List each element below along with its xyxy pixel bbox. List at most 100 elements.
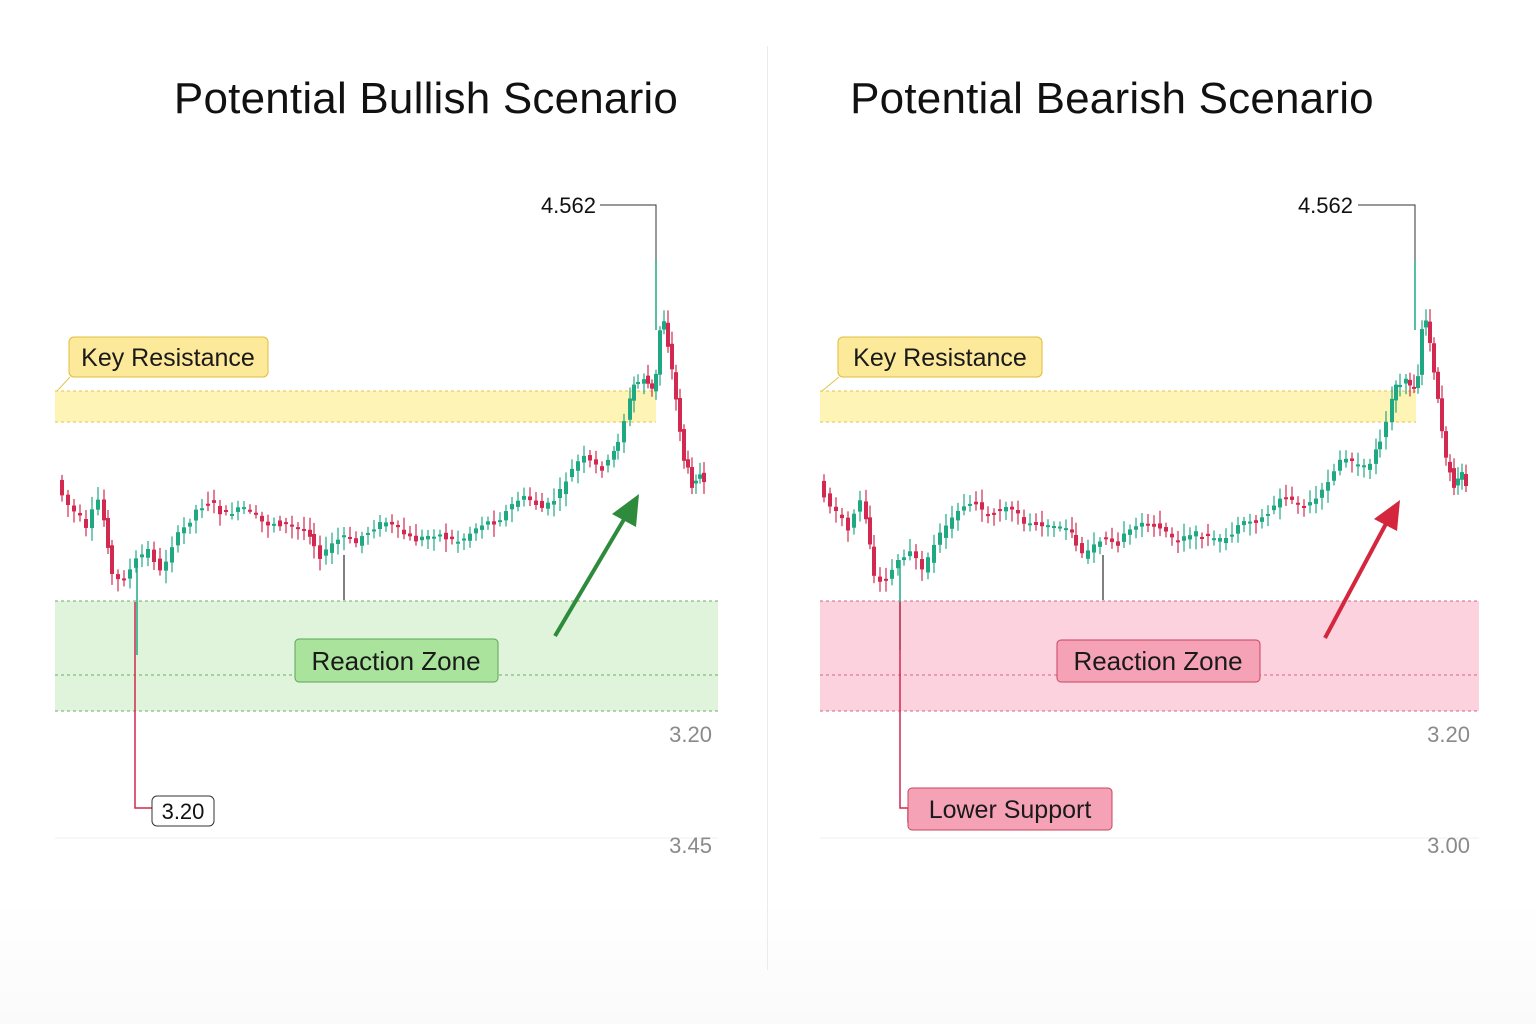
candle-body bbox=[846, 517, 850, 531]
resistance-fill bbox=[55, 391, 656, 422]
y-tick-label: 3.00 bbox=[1427, 833, 1470, 858]
candle-body bbox=[200, 508, 204, 511]
candle-body bbox=[116, 574, 120, 580]
y-tick-label: 3.20 bbox=[1427, 722, 1470, 747]
candle-body bbox=[1242, 521, 1246, 526]
candle-body bbox=[1016, 509, 1020, 514]
candle-body bbox=[408, 533, 412, 537]
candle-body bbox=[134, 558, 138, 568]
resistance-band bbox=[55, 390, 656, 423]
candle-body bbox=[1378, 441, 1382, 450]
candle-body bbox=[1412, 386, 1416, 389]
candle-body bbox=[1140, 522, 1144, 527]
candle-body bbox=[218, 505, 222, 515]
candle-body bbox=[224, 510, 228, 513]
candle-body bbox=[1326, 482, 1330, 491]
candle-body bbox=[1230, 534, 1234, 537]
candle-body bbox=[1074, 534, 1078, 546]
candle-body bbox=[612, 450, 616, 460]
candle-body bbox=[1134, 526, 1138, 530]
candle-body bbox=[534, 500, 538, 505]
candle-body bbox=[486, 521, 490, 525]
candle-body bbox=[1394, 384, 1398, 401]
candle-body bbox=[570, 468, 574, 478]
candle-body bbox=[278, 520, 282, 527]
candle-body bbox=[242, 507, 246, 510]
candle-body bbox=[594, 459, 598, 465]
resistance-tag: Key Resistance bbox=[821, 336, 1043, 392]
candle-body bbox=[414, 535, 418, 542]
resistance-tag-pointer bbox=[821, 376, 840, 392]
candle-body bbox=[1362, 465, 1366, 468]
candle-body bbox=[1236, 525, 1240, 534]
candle-body bbox=[284, 522, 288, 525]
candle-body bbox=[1384, 421, 1388, 438]
bullish-panel: Potential Bullish Scenario 4.562 Key Res… bbox=[55, 74, 718, 858]
candle-body bbox=[402, 529, 406, 535]
candle-body bbox=[1224, 538, 1228, 544]
resistance-tag-box bbox=[68, 336, 269, 378]
candle-body bbox=[468, 533, 472, 541]
candle-body bbox=[1098, 541, 1102, 547]
candle-body bbox=[522, 495, 526, 500]
low-tag-label: 3.20 bbox=[162, 799, 205, 824]
candle-body bbox=[106, 518, 110, 548]
candle-body bbox=[1028, 523, 1032, 526]
candle-body bbox=[102, 499, 106, 521]
low-tag-box bbox=[907, 787, 1113, 831]
candle-body bbox=[678, 398, 682, 432]
bearish-title: Potential Bearish Scenario bbox=[850, 74, 1374, 123]
candle-body bbox=[1278, 498, 1282, 508]
candle-body bbox=[1080, 543, 1084, 554]
reaction-zone-tag-label: Reaction Zone bbox=[1073, 646, 1242, 676]
candle-body bbox=[636, 381, 640, 384]
candle-body bbox=[840, 514, 844, 519]
candle-body bbox=[1408, 379, 1412, 386]
candle-body bbox=[968, 503, 972, 506]
reaction-zone-tag-label: Reaction Zone bbox=[311, 646, 480, 676]
candle-body bbox=[1444, 431, 1448, 458]
y-tick-label: 3.20 bbox=[669, 722, 712, 747]
candle-body bbox=[828, 493, 832, 507]
reaction-zone-tag-box bbox=[1056, 639, 1261, 683]
candle-body bbox=[456, 541, 460, 544]
scenario-arrow bbox=[1323, 500, 1400, 639]
candle-body bbox=[950, 517, 954, 529]
candle-body bbox=[654, 373, 658, 392]
candle-body bbox=[128, 569, 132, 579]
candle-body bbox=[78, 512, 82, 516]
candle-body bbox=[1456, 478, 1460, 486]
candle-body bbox=[438, 534, 442, 537]
candle-body bbox=[498, 520, 502, 523]
low-callout: Lower Support bbox=[899, 602, 1113, 831]
candle-body bbox=[902, 557, 906, 561]
candle-body bbox=[1104, 537, 1108, 540]
candle-body bbox=[1436, 371, 1440, 399]
candle-body bbox=[474, 528, 478, 534]
candle-body bbox=[878, 576, 882, 582]
candle-body bbox=[1040, 522, 1044, 527]
peak-leader bbox=[600, 204, 657, 260]
peak-label: 4.562 bbox=[541, 193, 596, 218]
candle-body bbox=[384, 522, 388, 527]
candle-body bbox=[170, 547, 174, 563]
low-callout: 3.20 bbox=[134, 602, 215, 827]
candle-body bbox=[72, 505, 76, 512]
candle-body bbox=[1420, 329, 1424, 375]
candle-body bbox=[686, 459, 690, 468]
scenario-arrow-head bbox=[612, 494, 639, 527]
candle-body bbox=[1164, 527, 1168, 532]
candle-body bbox=[1182, 536, 1186, 541]
candle-body bbox=[152, 549, 156, 563]
candle-body bbox=[504, 511, 508, 521]
candle-body bbox=[206, 503, 210, 506]
candle-body bbox=[682, 429, 686, 461]
candle-body bbox=[926, 557, 930, 573]
candle-body bbox=[60, 479, 64, 496]
candle-body bbox=[1416, 376, 1420, 389]
candle-body bbox=[1254, 520, 1258, 523]
reaction-zone-tag: Reaction Zone bbox=[1056, 639, 1261, 683]
candle-body bbox=[1398, 384, 1402, 388]
candle-body bbox=[462, 538, 466, 541]
candles bbox=[60, 260, 706, 655]
